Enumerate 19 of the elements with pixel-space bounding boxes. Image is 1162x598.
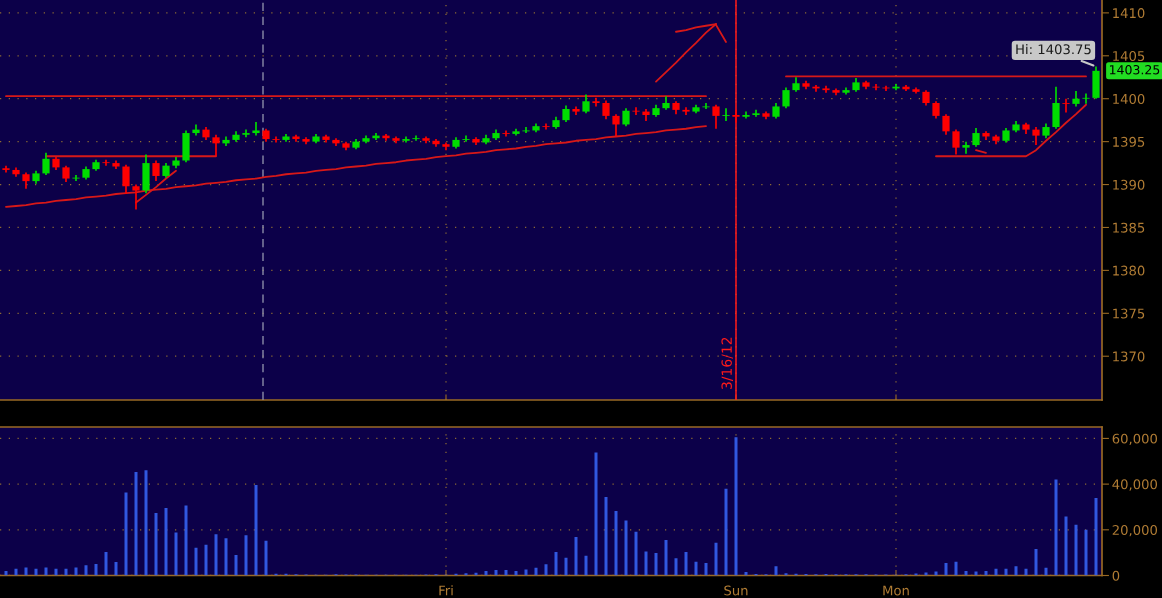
y-tick-label: 1375 — [1113, 308, 1145, 319]
annotation: Hi: 1403.75 — [1016, 44, 1091, 55]
text: 1403.25 — [1109, 64, 1160, 75]
ref-line-label: 3/16/12 — [721, 337, 734, 389]
y-tick-label: 1370 — [1113, 351, 1145, 362]
y-tick-label: 1410 — [1113, 8, 1145, 19]
y-tick-label: 1390 — [1113, 179, 1145, 190]
x-tick-label: Fri — [439, 585, 453, 596]
x-tick-label: Mon — [883, 585, 909, 596]
y-tick-label: 1395 — [1113, 136, 1145, 147]
y-tick-label: 1380 — [1113, 265, 1145, 276]
y-tick-label: 1405 — [1113, 51, 1145, 61]
y-tick-label: 1400 — [1113, 93, 1145, 104]
y-tick-label: 20,000 — [1112, 525, 1158, 537]
y-tick-label: 60,000 — [1112, 433, 1158, 445]
x-tick-label: Sun — [724, 585, 748, 596]
y-tick-label: 0 — [1112, 570, 1120, 581]
y-tick-label: 40,000 — [1112, 479, 1158, 491]
y-tick-label: 1385 — [1113, 222, 1145, 233]
